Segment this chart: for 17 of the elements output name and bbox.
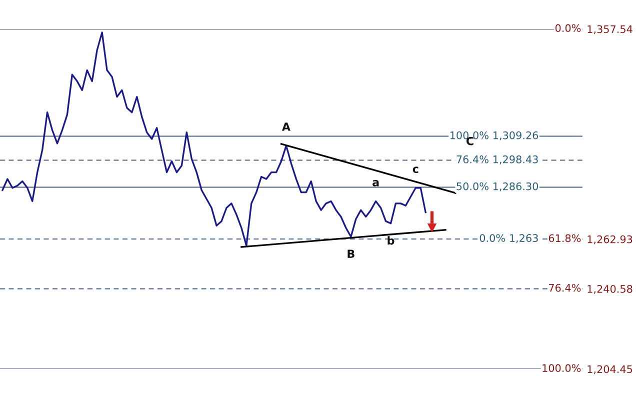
annotation: 0.0% bbox=[555, 24, 581, 32]
data-label: b bbox=[388, 236, 394, 245]
ref-line-label: 0.0% 1,263 bbox=[480, 234, 538, 244]
line-series bbox=[2, 32, 426, 246]
ref-line-label: 76.4% 1,298.43 bbox=[456, 155, 538, 164]
data-label: A bbox=[282, 122, 290, 131]
data-label: B bbox=[348, 250, 354, 258]
annotation: 76.4% bbox=[549, 284, 581, 292]
ref-line-label: 50.0% 1,286.30 bbox=[456, 182, 538, 192]
annotation: 61.8% bbox=[548, 234, 581, 242]
y-tick-label: 1,240.58 bbox=[588, 284, 632, 294]
y-tick-label: 1,262.93 bbox=[588, 235, 632, 244]
y-tick-label: 1,357.54 bbox=[588, 25, 632, 34]
y-tick-label: 1,204.45 bbox=[588, 365, 632, 374]
data-label: a bbox=[372, 180, 379, 186]
annotation: 100.0% bbox=[542, 364, 581, 372]
data-label: c bbox=[412, 166, 418, 174]
